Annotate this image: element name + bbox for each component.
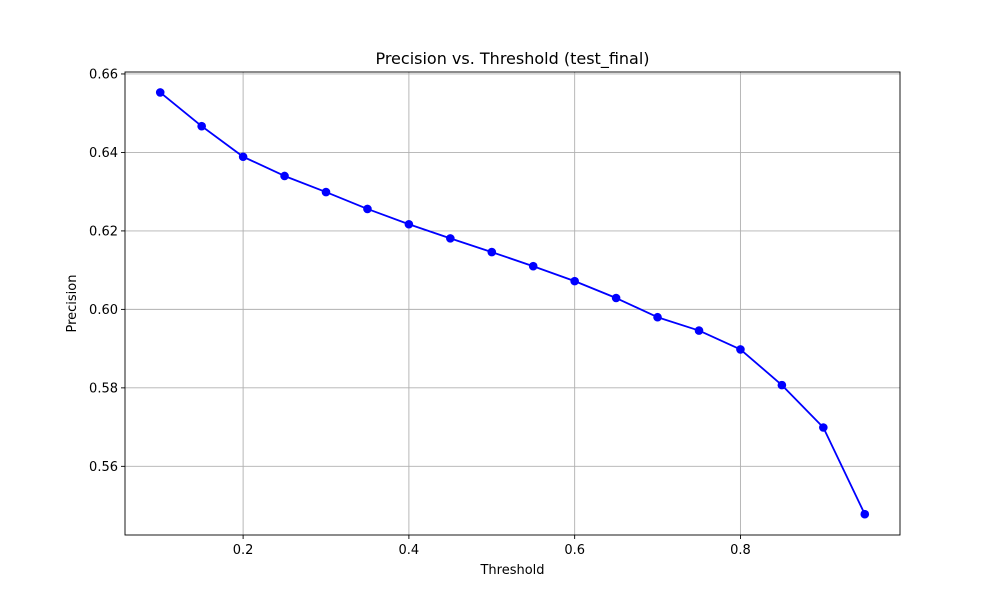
y-axis-label: Precision bbox=[65, 274, 80, 332]
axis-ticks: 0.2 0.4 0.6 0.8 0.56 0.58 0.60 0.62 0.64 0.66 bbox=[89, 67, 751, 558]
data-point bbox=[819, 423, 828, 432]
data-point bbox=[653, 312, 662, 322]
data-point bbox=[155, 88, 165, 97]
y-tick-label: 0.56 bbox=[89, 460, 118, 475]
x-tick-label: 0.2 bbox=[233, 543, 254, 558]
series-layer bbox=[155, 88, 870, 519]
y-tick-label: 0.64 bbox=[89, 146, 118, 161]
grid bbox=[125, 72, 900, 535]
y-tick-label: 0.66 bbox=[89, 67, 118, 82]
x-tick-label: 0.8 bbox=[730, 543, 751, 558]
y-tick-label: 0.58 bbox=[89, 381, 118, 396]
data-point bbox=[528, 261, 538, 271]
chart-title: Precision vs. Threshold (test_final) bbox=[375, 49, 649, 69]
data-point bbox=[404, 219, 414, 229]
series-line bbox=[159, 91, 866, 515]
data-point bbox=[860, 509, 870, 519]
data-point bbox=[321, 187, 331, 197]
data-point bbox=[363, 204, 372, 214]
data-point bbox=[238, 152, 248, 162]
y-tick-label: 0.62 bbox=[89, 224, 118, 239]
data-point bbox=[280, 171, 289, 181]
plot-frame bbox=[124, 71, 901, 536]
data-point bbox=[570, 276, 579, 286]
data-point bbox=[487, 247, 497, 257]
y-tick-label: 0.60 bbox=[89, 303, 118, 318]
data-point bbox=[694, 326, 704, 335]
data-point bbox=[777, 380, 787, 390]
data-point bbox=[611, 293, 621, 303]
x-tick-label: 0.4 bbox=[399, 543, 420, 558]
data-point bbox=[197, 121, 206, 131]
data-point bbox=[736, 345, 745, 354]
data-point bbox=[446, 234, 455, 243]
x-axis-label: Threshold bbox=[479, 563, 544, 578]
x-tick-label: 0.6 bbox=[564, 543, 585, 558]
